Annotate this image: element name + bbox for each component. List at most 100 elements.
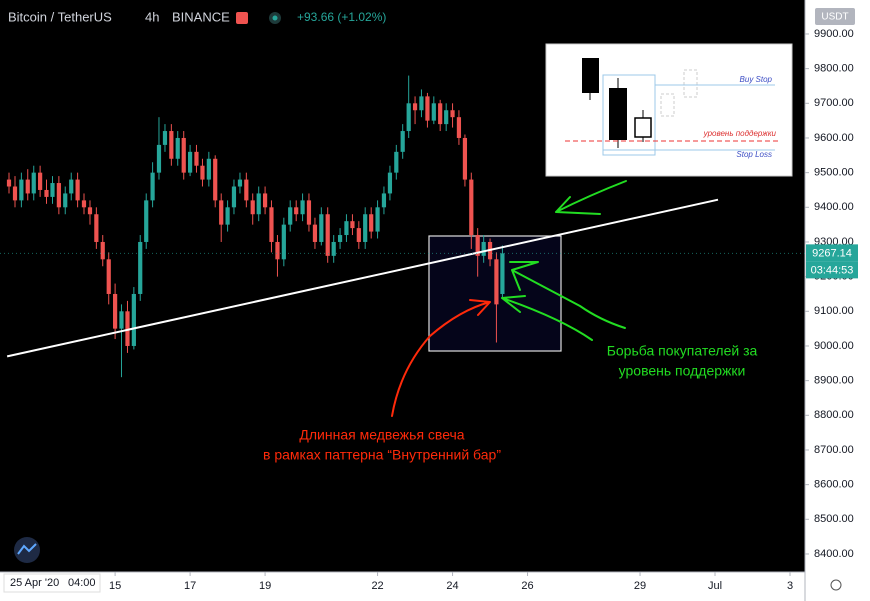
candle-body xyxy=(250,200,255,215)
trendline xyxy=(6,198,719,358)
price-tag-label: 9267.14 xyxy=(812,247,852,259)
countdown-label: 03:44:53 xyxy=(811,264,854,276)
x-tick-label: 24 xyxy=(446,580,458,592)
candle-body xyxy=(363,214,368,242)
time-label: 04:00 xyxy=(68,577,96,589)
candle-body xyxy=(162,131,168,145)
candle-body xyxy=(300,200,305,215)
annotation: уровень поддержки xyxy=(619,363,746,379)
inset-candle xyxy=(609,88,627,140)
candle-body xyxy=(81,200,87,208)
candle-body xyxy=(356,228,361,242)
inset-candle xyxy=(582,58,599,93)
candle-body xyxy=(344,221,349,236)
candle-body xyxy=(319,214,324,242)
candle-body xyxy=(337,235,343,242)
currency-badge[interactable] xyxy=(815,8,855,25)
price-tag xyxy=(806,244,858,262)
candle-body xyxy=(425,96,430,121)
arrow xyxy=(391,299,491,417)
x-tick-label: 29 xyxy=(634,580,646,592)
x-tick-label: 22 xyxy=(371,580,383,592)
candle-body xyxy=(219,200,224,225)
candle-body xyxy=(87,207,93,215)
candle-body xyxy=(375,207,380,232)
x-tick-label: 15 xyxy=(109,580,121,592)
y-tick-label: 9600.00 xyxy=(814,132,854,144)
candle-body xyxy=(275,241,280,260)
settings-icon[interactable] xyxy=(830,579,842,591)
inset-label: Buy Stop xyxy=(740,75,773,84)
x-tick-label: 3 xyxy=(787,580,793,592)
candle-body xyxy=(406,103,411,132)
candle-body xyxy=(106,259,111,294)
x-tick-label: 19 xyxy=(259,580,271,592)
y-tick-label: 9900.00 xyxy=(814,28,854,40)
interval: 4h xyxy=(145,9,159,24)
candle-body xyxy=(288,207,293,225)
annotation: Длинная медвежья свеча xyxy=(299,427,464,443)
candle-body xyxy=(444,110,449,125)
candle-body xyxy=(400,131,405,152)
inset-candle xyxy=(660,93,675,117)
candle-body xyxy=(225,207,230,225)
cursor-date xyxy=(3,573,101,593)
candle-body xyxy=(25,179,30,194)
candle-body xyxy=(31,172,36,194)
arrows xyxy=(391,180,627,417)
candle-body xyxy=(206,158,211,180)
arrow xyxy=(501,295,593,341)
candle-body xyxy=(69,179,74,194)
candle-body xyxy=(56,183,61,208)
candle-body xyxy=(500,253,505,294)
countdown-tag xyxy=(806,261,858,279)
y-tick-label: 8700.00 xyxy=(814,444,854,456)
y-tick-label: 9500.00 xyxy=(814,167,854,179)
logo xyxy=(17,543,37,555)
candle-body xyxy=(75,179,80,201)
y-tick-label: 8500.00 xyxy=(814,513,854,525)
y-tick-label: 9400.00 xyxy=(814,201,854,213)
candle-body xyxy=(6,179,12,187)
inset: Buy Stop уровень поддержки Stop Loss xyxy=(545,43,793,177)
candle-body xyxy=(169,131,174,159)
candle-body xyxy=(312,224,318,242)
price-axis xyxy=(805,0,870,601)
candle-body xyxy=(419,96,424,111)
candle-body xyxy=(256,193,261,215)
candle-body xyxy=(94,214,99,242)
y-tick-label: 8800.00 xyxy=(814,409,854,421)
inset-label: уровень поддержки xyxy=(703,129,777,138)
arrow xyxy=(555,180,627,215)
candle-body xyxy=(494,259,499,305)
inset-box xyxy=(602,74,656,156)
symbol: Bitcoin / TetherUS xyxy=(8,9,112,24)
y-tick-label: 8400.00 xyxy=(814,548,854,560)
candle-body xyxy=(438,103,443,125)
y-tick-label: 8900.00 xyxy=(814,375,854,387)
icon[interactable] xyxy=(236,12,248,24)
candle-body xyxy=(200,165,205,180)
date-label: 25 Apr '20 xyxy=(10,577,59,589)
inset-candle xyxy=(683,69,698,98)
candle-body xyxy=(12,186,18,201)
candle-body xyxy=(19,179,24,201)
candle-body xyxy=(450,110,455,118)
candle-body xyxy=(156,144,162,173)
candle-body xyxy=(213,158,218,201)
candle-body xyxy=(369,214,374,232)
candle-body xyxy=(244,179,249,201)
change: +93.66 (+1.02%) xyxy=(297,10,386,24)
candle-body xyxy=(144,200,149,242)
icon xyxy=(272,15,278,21)
candle-body xyxy=(481,241,486,256)
candle-body xyxy=(462,137,468,180)
candle-body xyxy=(469,179,474,236)
x-tick-label: 17 xyxy=(184,580,196,592)
candle-body xyxy=(262,193,268,208)
candle-body xyxy=(331,241,336,256)
y-tick-label: 9800.00 xyxy=(814,63,854,75)
candle-body xyxy=(431,103,436,121)
